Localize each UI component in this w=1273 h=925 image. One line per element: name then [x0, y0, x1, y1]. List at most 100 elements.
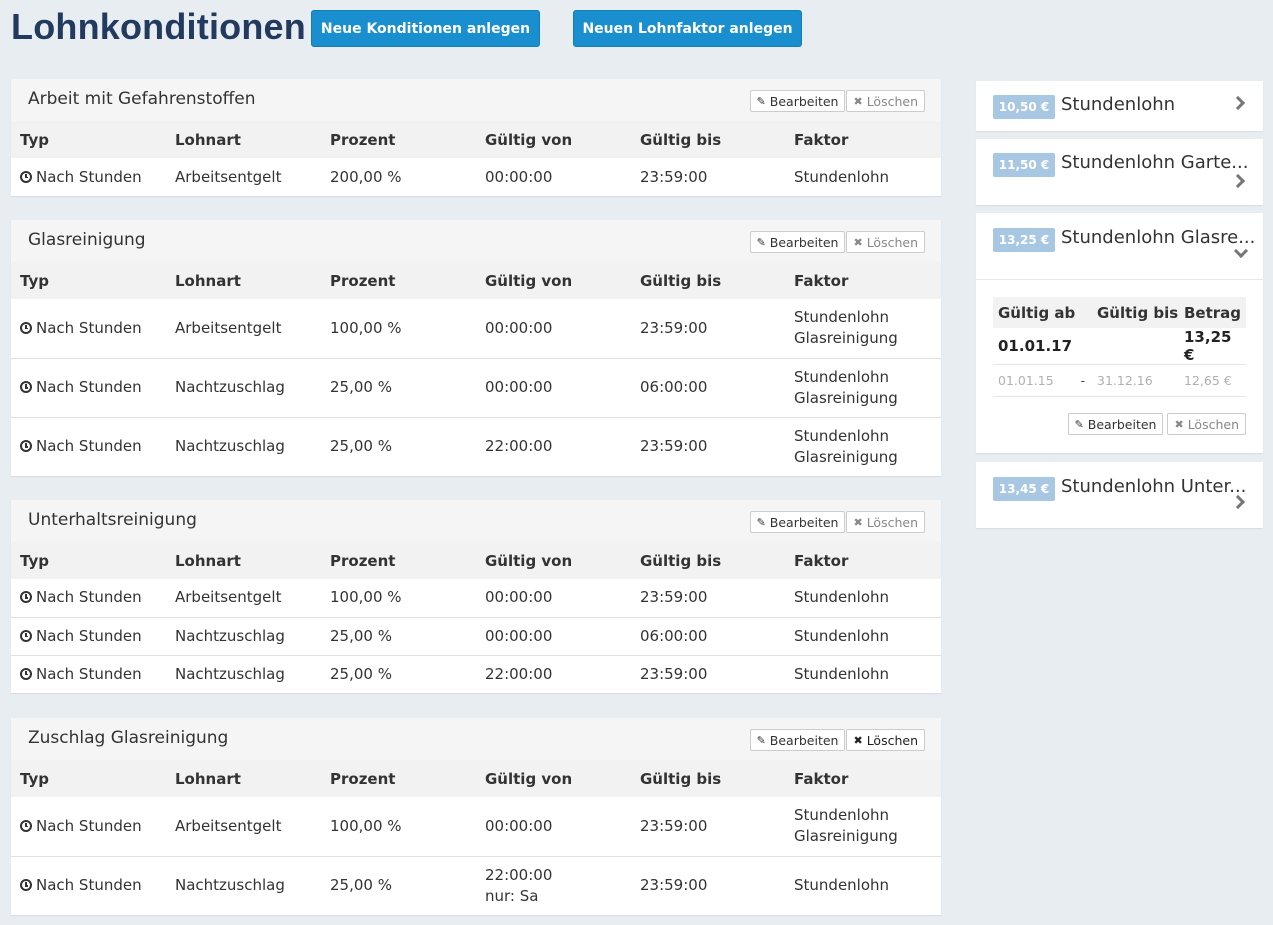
condition-card: Glasreinigung ✎ Bearbeiten ✖ Löschen Typ L…: [11, 220, 941, 476]
table-row: Nach Stunden Nachtzuschlag 25,00 % 22:00…: [11, 416, 941, 476]
wage-factor-name: Stundenlohn Garte...: [1061, 152, 1249, 173]
close-icon: ✖: [853, 515, 863, 529]
column-header-type: Typ: [11, 121, 166, 158]
column-header-type: Typ: [11, 760, 166, 797]
condition-card: Arbeit mit Gefahrenstoffen ✎ Bearbeiten ✖…: [11, 79, 941, 196]
column-header-type: Typ: [11, 542, 166, 579]
table-row: Nach Stunden Nachtzuschlag 25,00 % 00:00…: [11, 616, 941, 655]
table-row: Nach Stunden Nachtzuschlag 25,00 % 00:00…: [11, 357, 941, 417]
new-wage-factor-button[interactable]: Neuen Lohnfaktor anlegen: [573, 10, 802, 47]
table-row: Nach Stunden Arbeitsentgelt 200,00 % 00:…: [11, 158, 941, 196]
column-header-amount: Betrag: [1179, 297, 1246, 328]
close-icon: ✖: [1174, 417, 1184, 431]
delete-button[interactable]: ✖ Löschen: [846, 231, 925, 253]
condition-card: Zuschlag Glasreinigung ✎ Bearbeiten ✖ Lösc…: [11, 718, 941, 915]
column-header-factor: Faktor: [785, 262, 941, 299]
edit-button[interactable]: ✎ Bearbeiten: [1067, 413, 1164, 435]
wage-factor-item[interactable]: 11,50 € Stundenlohn Garte...: [976, 139, 1263, 205]
chevron-right-icon: [1230, 494, 1246, 510]
price-badge: 11,50 €: [993, 153, 1055, 177]
condition-card: Unterhaltsreinigung ✎ Bearbeiten ✖ Löschen…: [11, 500, 941, 693]
clock-icon: [20, 170, 32, 183]
column-header-valid-from: Gültig von: [476, 760, 631, 797]
delete-button[interactable]: ✖ Löschen: [846, 729, 925, 751]
price-badge: 13,25 €: [993, 228, 1055, 252]
chevron-right-icon: [1230, 173, 1246, 189]
card-header: Unterhaltsreinigung ✎ Bearbeiten ✖ Löschen: [11, 500, 941, 542]
column-header-factor: Faktor: [785, 760, 941, 797]
close-icon: ✖: [853, 94, 863, 108]
table-row: Nach Stunden Arbeitsentgelt 100,00 % 00:…: [11, 579, 941, 617]
clock-icon: [20, 591, 32, 604]
clock-icon: [20, 667, 32, 680]
table-row: Nach Stunden Arbeitsentgelt 100,00 % 00:…: [11, 797, 941, 856]
wage-factor-item-expanded[interactable]: 13,25 € Stundenlohn Glasre... Gültig ab …: [976, 213, 1263, 453]
column-header-valid-to: Gültig bis: [631, 262, 785, 299]
condition-title: Zuschlag Glasreinigung: [28, 728, 229, 748]
card-header: Zuschlag Glasreinigung ✎ Bearbeiten ✖ Lösc…: [11, 718, 941, 760]
condition-title: Arbeit mit Gefahrenstoffen: [28, 89, 256, 109]
column-header-factor: Faktor: [785, 121, 941, 158]
history-row-current: 01.01.17 13,25 €: [998, 328, 1232, 364]
history-row: 01.01.15- 31.12.16 12,65 €: [993, 364, 1246, 397]
delete-button[interactable]: ✖ Löschen: [846, 511, 925, 533]
condition-title: Glasreinigung: [28, 230, 146, 250]
delete-button[interactable]: ✖ Löschen: [846, 90, 925, 112]
new-conditions-button[interactable]: Neue Konditionen anlegen: [311, 10, 540, 47]
price-badge: 13,45 €: [993, 477, 1055, 501]
close-icon: ✖: [853, 235, 863, 249]
edit-icon: ✎: [1074, 417, 1084, 431]
column-header-percent: Prozent: [321, 262, 476, 299]
column-header-percent: Prozent: [321, 542, 476, 579]
conditions-table: Typ Lohnart Prozent Gültig von Gültig bi…: [11, 262, 941, 476]
column-header-valid-from: Gültig von: [476, 262, 631, 299]
edit-icon: ✎: [756, 515, 766, 529]
clock-icon: [20, 819, 32, 832]
edit-icon: ✎: [756, 733, 766, 747]
card-header: Glasreinigung ✎ Bearbeiten ✖ Löschen: [11, 220, 941, 262]
clock-icon: [20, 440, 32, 453]
conditions-table: Typ Lohnart Prozent Gültig von Gültig bi…: [11, 121, 941, 196]
table-row: Nach Stunden Nachtzuschlag 25,00 % 22:00…: [11, 855, 941, 915]
clock-icon: [20, 381, 32, 393]
column-header-valid-to: Gültig bis: [631, 760, 785, 797]
table-row: Nach Stunden Arbeitsentgelt 100,00 % 00:…: [11, 299, 941, 358]
edit-icon: ✎: [756, 235, 766, 249]
clock-icon: [20, 629, 32, 642]
wage-factor-name: Stundenlohn: [1061, 94, 1176, 115]
column-header-wage-type: Lohnart: [166, 262, 321, 299]
column-header-wage-type: Lohnart: [166, 760, 321, 797]
column-header-valid-from: Gültig von: [476, 121, 631, 158]
chevron-right-icon: [1230, 95, 1246, 111]
page-title: Lohnkonditionen: [11, 6, 306, 47]
price-badge: 10,50 €: [993, 95, 1055, 119]
wage-factor-name: Stundenlohn Unter...: [1061, 476, 1247, 497]
wage-factor-name: Stundenlohn Glasre...: [1061, 227, 1256, 248]
column-header-percent: Prozent: [321, 760, 476, 797]
factor-history-table: Gültig ab Gültig bis Betrag 01.01.17 13,…: [993, 297, 1246, 397]
card-header: Arbeit mit Gefahrenstoffen ✎ Bearbeiten ✖…: [11, 79, 941, 121]
edit-button[interactable]: ✎ Bearbeiten: [749, 729, 846, 751]
column-header-percent: Prozent: [321, 121, 476, 158]
conditions-table: Typ Lohnart Prozent Gültig von Gültig bi…: [11, 542, 941, 693]
column-header-wage-type: Lohnart: [166, 542, 321, 579]
edit-icon: ✎: [756, 94, 766, 108]
edit-button[interactable]: ✎ Bearbeiten: [749, 511, 846, 533]
close-icon: ✖: [853, 733, 863, 747]
edit-button[interactable]: ✎ Bearbeiten: [749, 231, 846, 253]
conditions-table: Typ Lohnart Prozent Gültig von Gültig bi…: [11, 760, 941, 915]
edit-button[interactable]: ✎ Bearbeiten: [749, 90, 846, 112]
condition-title: Unterhaltsreinigung: [28, 510, 197, 530]
wage-factor-item[interactable]: 10,50 € Stundenlohn: [976, 81, 1263, 131]
column-header-valid-to: Gültig bis: [631, 542, 785, 579]
delete-button[interactable]: ✖ Löschen: [1167, 413, 1246, 435]
column-header-wage-type: Lohnart: [166, 121, 321, 158]
column-header-type: Typ: [11, 262, 166, 299]
column-header-valid-to: Gültig bis: [1092, 297, 1179, 328]
clock-icon: [20, 879, 32, 892]
column-header-valid-from: Gültig von: [476, 542, 631, 579]
column-header-factor: Faktor: [785, 542, 941, 579]
wage-factor-item[interactable]: 13,45 € Stundenlohn Unter...: [976, 462, 1263, 528]
column-header-valid-from: Gültig ab: [993, 297, 1092, 328]
column-header-valid-to: Gültig bis: [631, 121, 785, 158]
